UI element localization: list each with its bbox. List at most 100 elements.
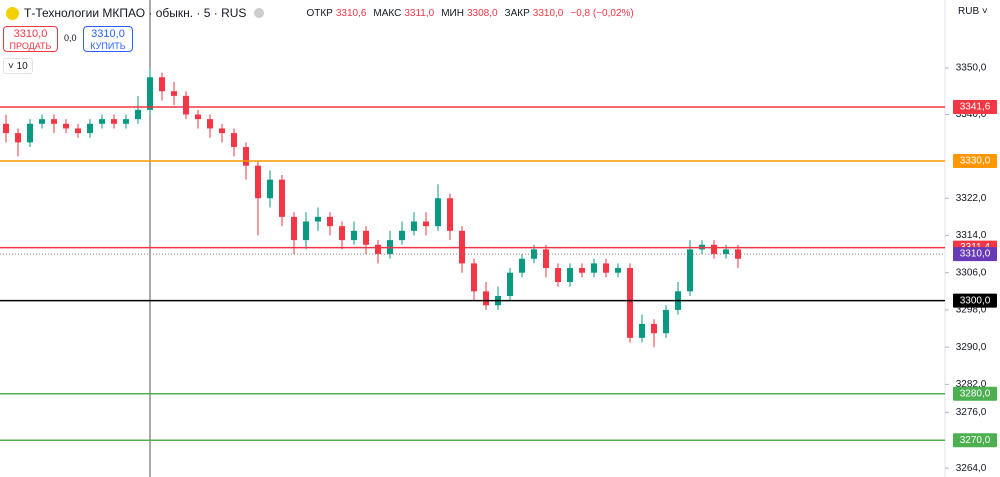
y-tick-label: 3290,0 — [956, 342, 987, 353]
logo — [6, 6, 19, 20]
candle-body — [555, 268, 561, 283]
last-price-label-bg — [953, 247, 997, 262]
candle-body — [411, 221, 417, 231]
level-label-bg — [953, 433, 997, 448]
candle-body — [363, 230, 369, 245]
candle-body — [135, 109, 141, 120]
candle-body — [27, 123, 33, 143]
candle-body — [303, 221, 309, 241]
candle-body — [627, 268, 633, 338]
level-label: 3341,6 — [960, 102, 991, 113]
candle-body — [351, 230, 357, 241]
visibility-icon[interactable] — [254, 8, 265, 18]
sell-price: 3310,0 — [13, 28, 48, 40]
y-tick-label: 3282,0 — [956, 379, 987, 390]
candle-body — [63, 123, 69, 129]
candle-body — [687, 249, 693, 292]
currency-label: RUB — [958, 6, 980, 17]
candle-body — [291, 216, 297, 241]
candle-body — [195, 114, 201, 120]
stat-value: 3310,0 — [532, 7, 564, 19]
candle-body — [543, 249, 549, 269]
buy-button[interactable]: 3310,0 КУПИТЬ — [83, 26, 133, 52]
candle-body — [39, 119, 45, 124]
candle-body — [663, 309, 669, 334]
level-label-bg — [953, 386, 997, 401]
candle-body — [111, 119, 117, 124]
candle-body — [603, 263, 609, 273]
candle-body — [399, 230, 405, 241]
candle-body — [243, 147, 249, 166]
level-label-bg — [953, 154, 997, 169]
candle-body — [75, 128, 81, 134]
y-tick-label: 3350,0 — [956, 63, 987, 74]
candle-body — [51, 119, 57, 124]
stat-value: 3311,0 — [404, 7, 435, 19]
y-tick-label: 3340,0 — [956, 109, 987, 120]
candle-body — [579, 268, 585, 273]
level-label: 3330,0 — [960, 156, 991, 167]
candle-body — [615, 268, 621, 273]
candle-body — [315, 216, 321, 222]
y-tick-label: 3264,0 — [956, 463, 987, 474]
candle-body — [99, 119, 105, 124]
candle-body — [567, 268, 573, 283]
buy-label: КУПИТЬ — [90, 41, 126, 51]
stat-label: МАКС — [373, 7, 402, 19]
level-label-bg — [953, 293, 997, 308]
candle-body — [327, 216, 333, 227]
indicators-toggle[interactable]: ˅ 10 — [3, 58, 33, 74]
candle-body — [423, 221, 429, 227]
candle-body — [219, 128, 225, 134]
candle-body — [375, 244, 381, 255]
candle-body — [723, 249, 729, 255]
y-tick-label: 3306,0 — [956, 267, 987, 278]
ohlc-stats: ОТКР 3310,6 МАКС 3311,0 МИН 3308,0 ЗАКР 3310… — [306, 8, 633, 19]
candle-body — [123, 119, 129, 124]
candle-body — [519, 258, 525, 273]
level-label: 3270,0 — [960, 435, 991, 446]
candle-body — [591, 263, 597, 273]
stat-label: ЗАКР — [504, 7, 530, 19]
level-label: 3280,0 — [960, 388, 991, 399]
change: −0,8 (−0,02%) — [570, 7, 634, 19]
candle-body — [207, 119, 213, 129]
candle-body — [171, 91, 177, 96]
y-tick-label: 3322,0 — [956, 193, 987, 204]
candle-body — [255, 165, 261, 199]
candle-body — [3, 123, 9, 134]
candle-body — [639, 323, 645, 338]
candle-body — [339, 226, 345, 241]
y-tick-label: 3314,0 — [956, 230, 987, 241]
buy-price: 3310,0 — [91, 28, 125, 40]
candle-body — [435, 198, 441, 227]
sell-label: ПРОДАТЬ — [9, 41, 52, 51]
stat-label: МИН — [441, 7, 464, 19]
level-label-bg — [953, 100, 997, 115]
candle-body — [507, 272, 513, 296]
symbol-title[interactable]: Т-Технологии МКПАО · обыкн. · 5 · RUS — [24, 6, 247, 20]
level-label: 3300,0 — [960, 295, 991, 306]
indicator-count: 10 — [16, 61, 28, 72]
candle-body — [231, 133, 237, 148]
candle-body — [87, 123, 93, 134]
y-tick-label: 3298,0 — [956, 305, 987, 316]
candle-body — [279, 179, 285, 217]
currency[interactable]: RUB ˅ — [958, 6, 988, 17]
candle-body — [159, 77, 165, 92]
candle-body — [651, 323, 657, 334]
candle-body — [711, 244, 717, 255]
candle-body — [15, 133, 21, 143]
candle-body — [267, 179, 273, 199]
header: Т-Технологии МКПАО · обыкн. · 5 · RUS ОТ… — [6, 6, 634, 20]
stat-label: ОТКР — [306, 7, 333, 19]
candle-body — [471, 263, 477, 292]
y-tick-label: 3276,0 — [956, 407, 987, 418]
last-price-label: 3310,0 — [960, 249, 991, 260]
stat-value: 3310,6 — [335, 7, 367, 19]
stat-value: 3308,0 — [466, 7, 498, 19]
sell-button[interactable]: 3310,0 ПРОДАТЬ — [3, 26, 58, 52]
candle-body — [483, 291, 489, 306]
